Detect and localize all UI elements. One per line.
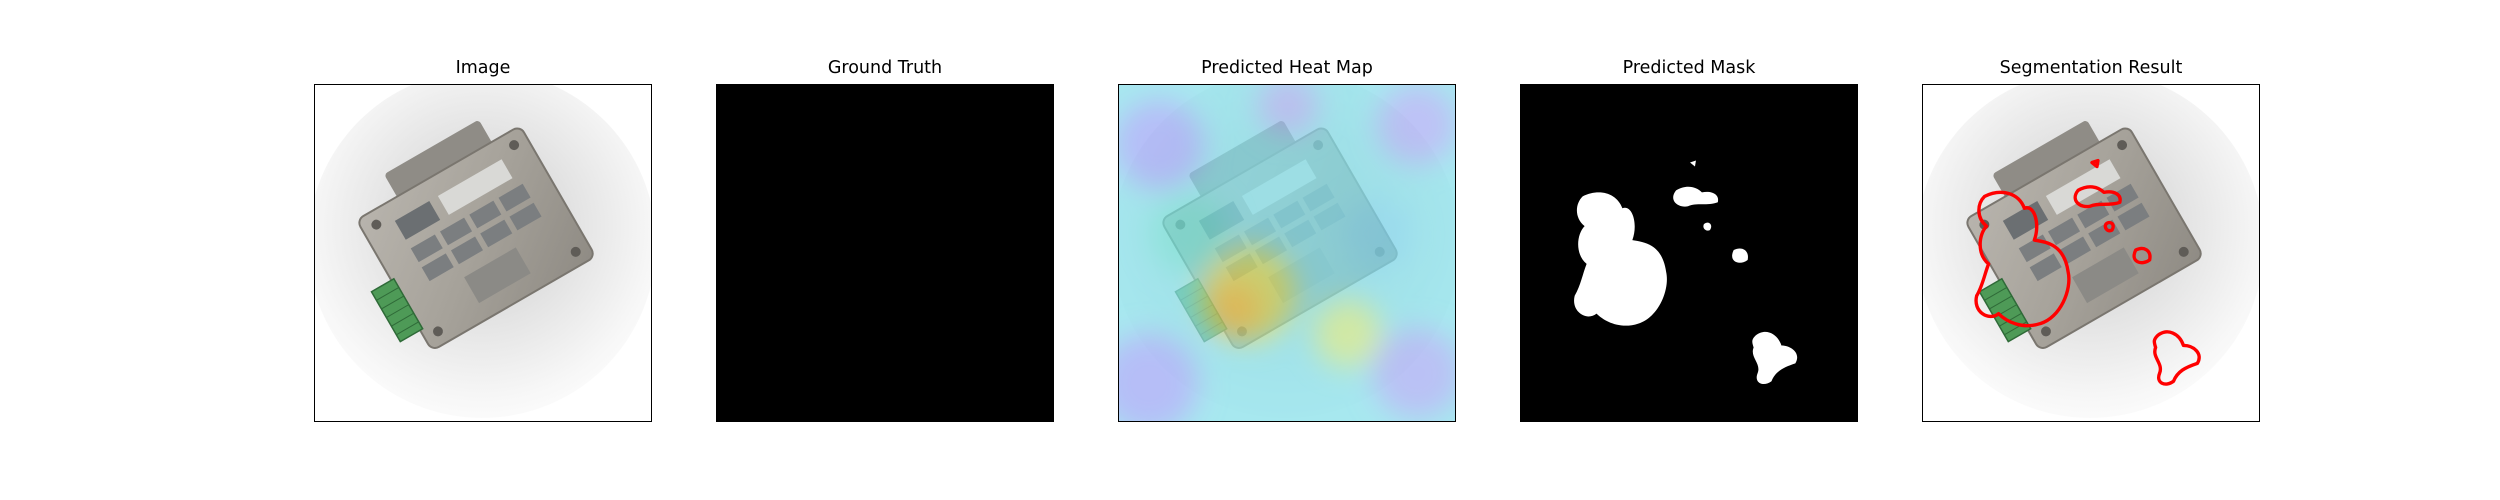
heat-map-frame bbox=[1118, 84, 1456, 422]
panel-image: Image bbox=[314, 58, 652, 422]
image-frame bbox=[314, 84, 652, 422]
ground-truth-frame bbox=[716, 84, 1054, 422]
panel-title: Ground Truth bbox=[827, 58, 943, 78]
panel-title: Segmentation Result bbox=[1999, 58, 2183, 78]
device-photo bbox=[315, 85, 651, 421]
panel-title: Predicted Mask bbox=[1622, 58, 1756, 78]
heat-map-image bbox=[1119, 85, 1455, 421]
ground-truth-mask bbox=[717, 85, 1053, 421]
panel-title: Image bbox=[455, 58, 511, 78]
predicted-mask-frame bbox=[1520, 84, 1858, 422]
segmentation-overlay bbox=[1923, 85, 2259, 421]
panel-title: Predicted Heat Map bbox=[1201, 58, 1373, 78]
segmentation-frame bbox=[1922, 84, 2260, 422]
panel-predicted-mask: Predicted Mask bbox=[1520, 58, 1858, 422]
panel-heat-map: Predicted Heat Map bbox=[1118, 58, 1456, 422]
panel-ground-truth: Ground Truth bbox=[716, 58, 1054, 422]
predicted-mask bbox=[1521, 85, 1857, 421]
panel-segmentation-result: Segmentation Result bbox=[1922, 58, 2260, 422]
